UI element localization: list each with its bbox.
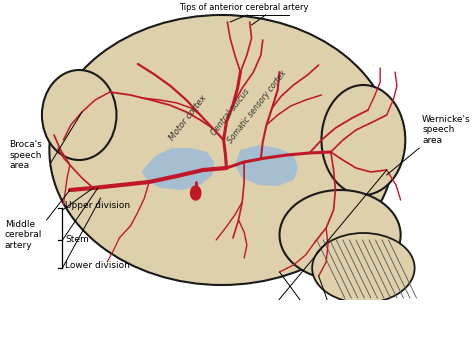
Text: Broca's
speech
area: Broca's speech area [9, 140, 42, 170]
Ellipse shape [49, 15, 394, 285]
Text: Lower division: Lower division [65, 260, 130, 270]
Ellipse shape [312, 233, 415, 303]
Polygon shape [235, 145, 298, 186]
Text: Wernicke's
speech
area: Wernicke's speech area [422, 115, 471, 145]
Text: Tips of anterior cerebral artery: Tips of anterior cerebral artery [179, 3, 309, 12]
Text: Middle
cerebral
artery: Middle cerebral artery [5, 220, 42, 250]
Text: Stem: Stem [65, 236, 89, 245]
Ellipse shape [191, 186, 201, 200]
Text: Central sulcus: Central sulcus [209, 87, 251, 137]
Text: Motor cortex: Motor cortex [168, 94, 209, 142]
Text: Source: Susan B. O'Sullivan, Thomas J. Schmitz,
George D. Fulk: Physical Rehabil: Source: Susan B. O'Sullivan, Thomas J. S… [5, 320, 127, 338]
Text: Tips of posterior cerebral artery: Tips of posterior cerebral artery [239, 314, 373, 323]
Ellipse shape [280, 190, 401, 280]
Text: Somatic sensory cortex: Somatic sensory cortex [226, 69, 288, 145]
Ellipse shape [42, 70, 117, 160]
Text: Upper division: Upper division [65, 201, 130, 210]
Polygon shape [142, 148, 214, 190]
Ellipse shape [321, 85, 405, 195]
Bar [0, 300, 442, 343]
